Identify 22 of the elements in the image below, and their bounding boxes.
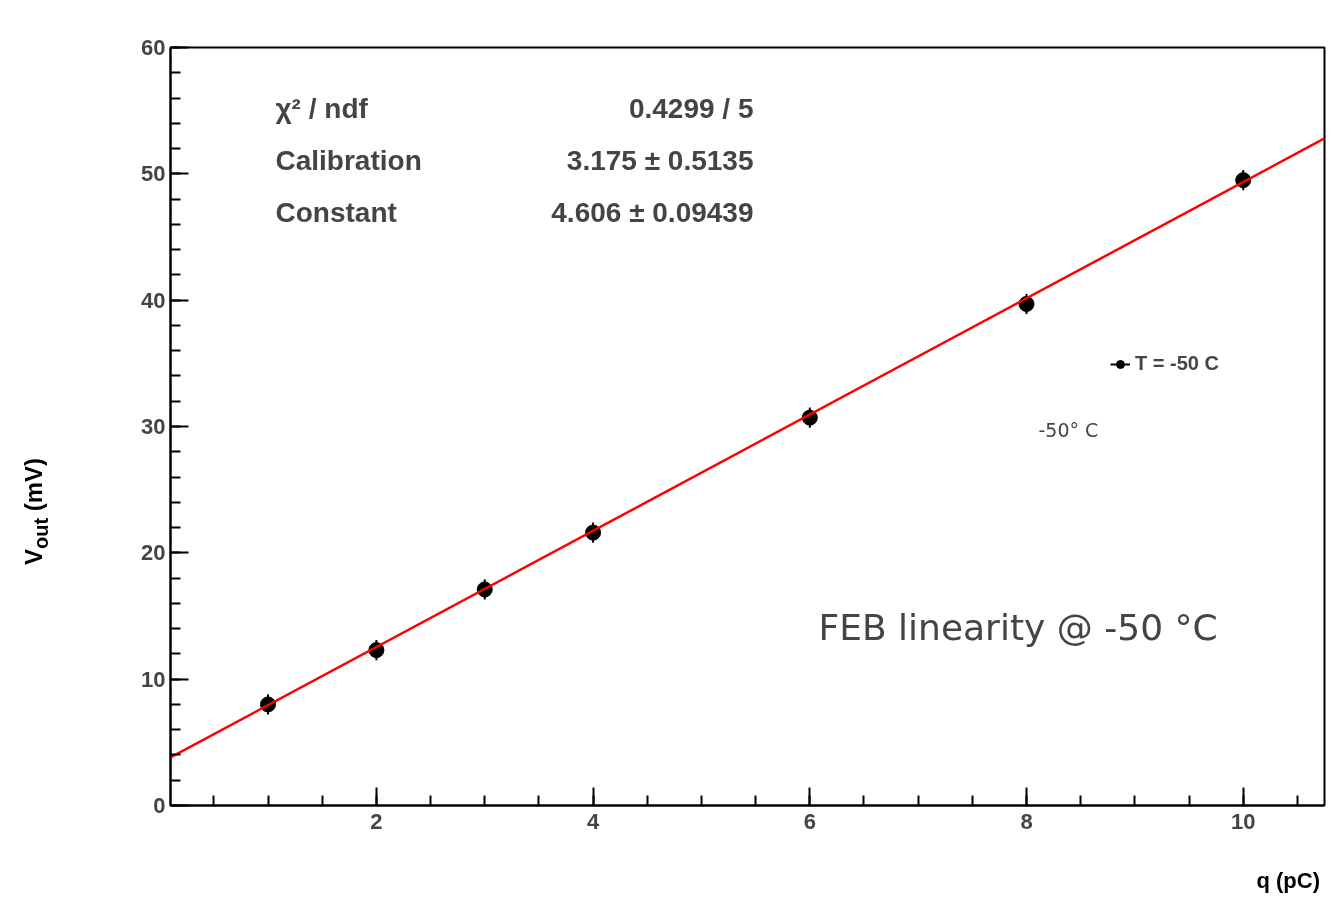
legend-label: T = -50 C — [1135, 352, 1219, 375]
annotation: -50° C — [1038, 418, 1099, 441]
x-tick-label: 6 — [803, 808, 816, 834]
y-tick-label: 30 — [141, 414, 166, 439]
y-tick-label: 10 — [141, 666, 166, 692]
annotation: 3.175 ± 0.5135 — [566, 145, 754, 176]
x-tick-label: 2 — [370, 808, 383, 834]
x-tick-label: 8 — [1020, 808, 1033, 834]
annotation: Calibration — [275, 145, 422, 176]
y-tick-label: 40 — [141, 287, 166, 313]
y-tick-label: 50 — [141, 161, 166, 187]
annotation: FEB linearity @ -50 °C — [818, 607, 1218, 648]
annotation: χ² / ndf — [275, 93, 369, 124]
annotation: 0.4299 / 5 — [628, 93, 754, 124]
y-tick-label: 20 — [141, 540, 166, 566]
y-tick-label: 60 — [141, 35, 166, 60]
x-axis-title: q (pC) — [1255, 867, 1320, 895]
y-tick-label: 0 — [153, 793, 166, 818]
x-tick-label: 4 — [586, 808, 600, 834]
annotation: 4.606 ± 0.09439 — [551, 197, 754, 228]
annotation: Constant — [275, 197, 397, 228]
x-tick-label: 10 — [1231, 808, 1256, 834]
